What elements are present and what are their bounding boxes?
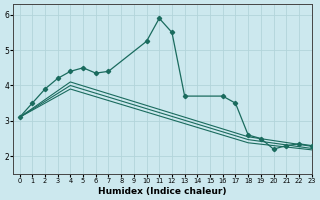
- X-axis label: Humidex (Indice chaleur): Humidex (Indice chaleur): [98, 187, 227, 196]
